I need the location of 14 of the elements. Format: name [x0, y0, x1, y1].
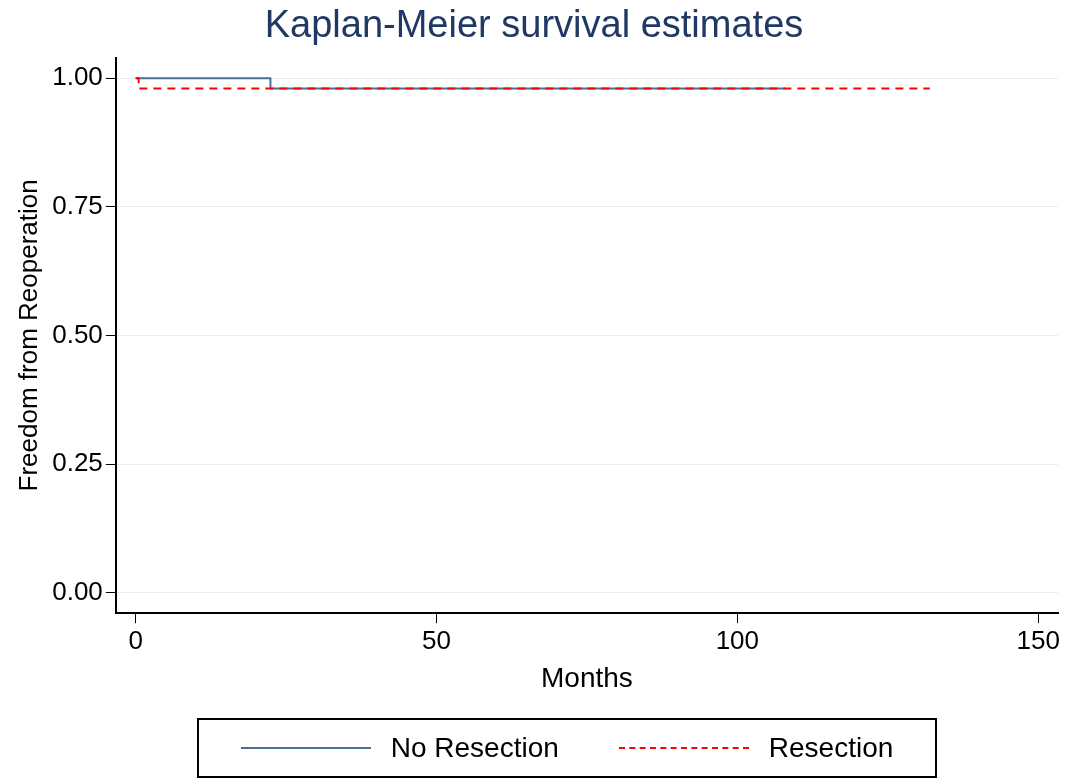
- x-tick-label: 100: [715, 624, 760, 655]
- y-tick-label: 0.00: [52, 575, 103, 606]
- x-tick-label: 50: [422, 624, 451, 655]
- chart-title: Kaplan-Meier survival estimates: [264, 3, 804, 46]
- y-tick-label: 0.25: [52, 447, 103, 478]
- x-axis-title: Months: [540, 661, 633, 693]
- legend-label: No Resection: [390, 732, 559, 764]
- x-tick-label: 0: [128, 624, 143, 655]
- y-tick-label: 0.75: [52, 189, 103, 220]
- y-tick-label: 1.00: [52, 61, 103, 92]
- legend-label: Resection: [768, 732, 894, 764]
- x-tick-label: 150: [1016, 624, 1060, 655]
- y-axis-title: Freedom from Reoperation: [12, 179, 43, 492]
- y-tick-label: 0.50: [52, 318, 103, 349]
